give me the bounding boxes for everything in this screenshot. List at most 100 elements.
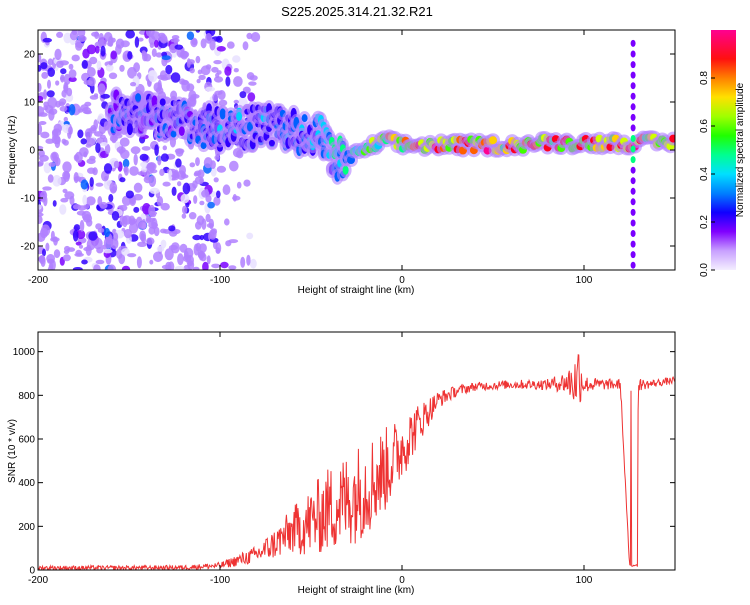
spectrogram-cell (95, 182, 104, 187)
spectrogram-cell (118, 253, 126, 265)
colorbar-label: Normalized spectral amplitude (735, 82, 746, 217)
spectrogram-cell (216, 190, 221, 199)
spectrogram-x-tick-label: 100 (576, 275, 593, 286)
spectrogram-cell (137, 241, 147, 247)
spectrogram-cell (630, 113, 636, 121)
spectrogram-cell (149, 259, 154, 265)
spectrogram-cell (195, 55, 201, 64)
spectrogram-cell (228, 265, 237, 270)
spectrogram-cell (59, 60, 69, 66)
spectrogram-cell (205, 64, 212, 70)
spectrogram-cell (174, 37, 178, 46)
spectrogram-cell (48, 162, 56, 167)
spectrogram-cell (103, 237, 114, 249)
spectrogram-cell (96, 247, 104, 254)
colorbar-tick-label: 0.8 (699, 71, 710, 85)
spectrogram-cell (95, 223, 102, 230)
spectrogram-cell (156, 196, 164, 207)
spectrogram-cell (153, 251, 163, 263)
spectrogram-x-tick-label: -100 (210, 275, 230, 286)
spectrogram-cell (72, 204, 81, 210)
spectrogram-cell (162, 181, 171, 187)
colorbar: 0.0 0.2 0.4 0.6 0.8 Normalized spectral ampl… (699, 30, 746, 277)
spectrogram-cell (130, 82, 137, 87)
spectrogram-cell (68, 104, 76, 116)
spectrogram-cell (96, 60, 102, 71)
spectrogram-y-tick-label: -20 (21, 242, 36, 253)
spectrogram-cell (192, 180, 198, 189)
spectrogram-cell (630, 82, 636, 90)
figure-title: S225.2025.314.21.32.R21 (281, 4, 433, 19)
spectrogram-cell (165, 64, 173, 75)
spectrogram-cell (161, 55, 171, 61)
spectrogram-cell (113, 160, 120, 169)
spectrogram-cell (193, 195, 198, 204)
spectrogram-cell (224, 66, 232, 76)
spectrogram-cell (91, 31, 100, 37)
spectrogram-cell (182, 182, 191, 195)
snr-xlabel: Height of straight line (km) (298, 585, 415, 596)
spectrogram-cell (99, 201, 108, 209)
spectrogram-cell (127, 51, 133, 60)
spectrogram-cell (122, 158, 130, 168)
spectrogram-cell (233, 76, 243, 87)
spectrogram-cell (80, 179, 89, 190)
spectrogram-cell (74, 151, 83, 164)
spectrogram-cell (68, 76, 77, 82)
spectrogram-cell (148, 35, 156, 46)
spectrogram-cell (206, 255, 211, 265)
spectrogram-cell (53, 123, 62, 133)
spectrogram-cell (92, 167, 98, 176)
spectrogram-cell (93, 93, 99, 98)
spectrogram-cell (216, 165, 227, 173)
spectrogram-cell (178, 126, 185, 137)
spectrogram-cell (95, 142, 101, 154)
spectrogram-cell (146, 237, 155, 245)
spectrogram-cell (81, 210, 92, 221)
spectrogram-cell (38, 82, 42, 92)
spectrogram-cell (192, 266, 200, 270)
spectrogram-cell (104, 143, 111, 155)
spectrogram-cell (229, 160, 239, 172)
spectrogram-cell (154, 144, 159, 157)
spectrogram-cell (42, 248, 46, 257)
spectrogram-cell (87, 67, 96, 77)
spectrogram-cell (146, 217, 156, 223)
spectrogram-y-tick-label: 20 (24, 50, 36, 61)
spectrogram-cell (210, 160, 216, 170)
spectrogram-cell (160, 153, 169, 162)
spectrogram-cell (38, 123, 43, 136)
spectrogram-cell (170, 242, 180, 254)
spectrogram-cell (98, 33, 105, 45)
spectrogram-cell (38, 215, 43, 224)
spectrogram-cell (45, 138, 54, 144)
spectrogram-cell (133, 206, 140, 213)
spectrogram-cell (54, 136, 61, 145)
spectrogram-cell (79, 220, 85, 232)
spectrogram-cell (198, 74, 206, 81)
spectrogram-cell (82, 194, 88, 206)
spectrogram-cell (220, 261, 229, 269)
spectrogram-cell (95, 45, 100, 54)
spectrogram-cell (62, 188, 68, 194)
spectrogram-cell (63, 84, 68, 92)
spectrogram-cell (207, 201, 215, 209)
spectrogram-cell (125, 190, 134, 199)
spectrogram-cell (56, 31, 64, 38)
spectrogram-cell (47, 174, 54, 183)
spectrogram-cell (247, 121, 253, 132)
spectrogram-cell (181, 80, 191, 92)
snr-y-tick-label: 800 (18, 391, 35, 402)
spectrogram-cell (43, 89, 48, 100)
spectrogram-cell (116, 146, 126, 154)
spectrogram-cell (187, 59, 195, 65)
snr-frame (37, 331, 676, 571)
spectrogram-cell (100, 45, 106, 57)
spectrogram-cell (226, 41, 235, 49)
spectrogram-y-tick-label: 10 (24, 98, 36, 109)
snr-y-tick-label: 0 (29, 566, 35, 577)
spectrogram-cell (39, 154, 49, 162)
spectrogram-cell (147, 79, 152, 88)
spectrogram-cell (630, 39, 636, 47)
